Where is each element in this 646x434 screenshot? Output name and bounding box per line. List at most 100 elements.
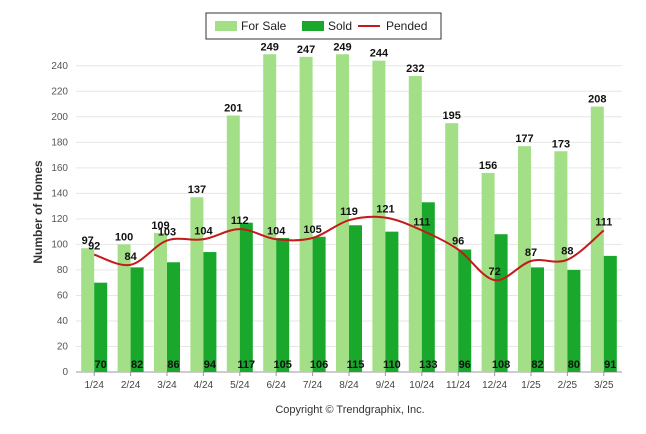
x-tick-label: 7/24 — [303, 380, 323, 391]
y-tick-label: 220 — [51, 86, 68, 97]
pended-line — [93, 215, 605, 282]
data-label-sold: 82 — [131, 359, 143, 371]
data-label-for-sale: 232 — [406, 63, 424, 75]
y-axis: 0 20 40 60 80 100 120 140 160 180 200 220 240 — [51, 61, 68, 378]
bar-for-sale — [299, 56, 313, 372]
x-tick-label: 6/24 — [266, 380, 286, 391]
data-label-sold: 70 — [95, 359, 107, 371]
data-label-pended: 111 — [595, 216, 612, 228]
y-tick-label: 200 — [51, 112, 68, 123]
data-label-for-sale: 208 — [588, 94, 606, 106]
bar-sold — [239, 222, 253, 372]
bar-sold — [458, 249, 472, 372]
bar-for-sale — [226, 115, 240, 373]
bar-for-sale — [481, 172, 495, 372]
data-label-pended: 88 — [561, 246, 573, 258]
bar-for-sale — [154, 232, 167, 372]
y-tick-label: 20 — [57, 341, 69, 352]
data-label-sold: 115 — [347, 359, 365, 371]
bar-sold — [421, 202, 435, 372]
data-label-pended: 72 — [488, 266, 500, 278]
y-tick-label: 180 — [51, 137, 68, 148]
legend-swatch-sold — [302, 21, 324, 31]
bar-sold — [130, 267, 144, 372]
y-tick-label: 80 — [57, 265, 69, 276]
legend-label-pended: Pended — [386, 19, 427, 33]
data-label-sold: 82 — [531, 359, 543, 371]
x-tick-label: 10/24 — [409, 380, 434, 391]
bar-for-sale — [518, 146, 531, 372]
data-label-for-sale: 100 — [115, 231, 133, 243]
data-label-pended: 104 — [194, 225, 213, 237]
bar-for-sale — [336, 54, 349, 372]
legend: For Sale Sold Pended — [205, 12, 442, 40]
x-tick-label: 1/25 — [521, 380, 541, 391]
data-label-for-sale: 244 — [370, 48, 389, 60]
data-label-sold: 96 — [459, 359, 471, 371]
data-label-pended: 96 — [452, 236, 464, 248]
bar-for-sale — [81, 248, 95, 372]
line-pended — [93, 215, 605, 282]
bar-sold — [276, 238, 290, 372]
x-tick-label: 8/24 — [339, 380, 359, 391]
x-tick-label: 3/25 — [594, 380, 614, 391]
legend-swatch-for-sale — [215, 21, 237, 31]
data-label-sold: 117 — [237, 359, 255, 371]
data-label-for-sale: 249 — [261, 41, 279, 53]
bar-sold — [167, 262, 180, 372]
bar-sold — [494, 234, 508, 372]
bar-for-sale — [190, 197, 204, 372]
data-label-pended: 92 — [88, 241, 100, 253]
data-label-for-sale: 156 — [479, 160, 497, 172]
bar-for-sale — [117, 244, 131, 372]
data-label-for-sale: 177 — [515, 133, 533, 145]
copyright: Copyright © Trendgraphix, Inc. — [275, 404, 424, 416]
x-tick-label: 11/24 — [446, 380, 471, 391]
bar-for-sale — [408, 75, 422, 372]
x-tick-label: 12/24 — [482, 380, 507, 391]
legend-label-sold: Sold — [328, 19, 352, 33]
bar-sold — [349, 225, 362, 372]
data-label-pended: 104 — [267, 225, 286, 237]
data-label-for-sale: 97 — [82, 235, 94, 247]
y-tick-label: 60 — [57, 290, 69, 301]
bar-for-sale — [590, 106, 604, 372]
data-label-for-sale: 137 — [188, 184, 206, 196]
data-label-sold: 110 — [383, 359, 401, 371]
x-tick-label: 2/24 — [121, 380, 141, 391]
data-label-pended: 87 — [525, 247, 537, 259]
data-label-sold: 80 — [568, 359, 580, 371]
data-label-for-sale: 195 — [443, 110, 461, 122]
bar-sold — [312, 236, 326, 372]
data-label-sold: 106 — [310, 359, 328, 371]
data-label-sold: 133 — [419, 359, 437, 371]
data-label-pended: 112 — [231, 215, 249, 227]
bar-for-sale — [445, 123, 459, 373]
data-label-pended: 103 — [158, 227, 176, 239]
x-tick-label: 1/24 — [84, 380, 104, 391]
data-label-sold: 108 — [492, 359, 510, 371]
data-label-pended: 105 — [303, 224, 321, 236]
bar-sold — [603, 255, 617, 372]
data-label-pended: 84 — [124, 251, 137, 263]
y-tick-label: 0 — [62, 367, 68, 378]
data-label-for-sale: 109 — [151, 220, 169, 232]
data-labels: 97 70 100 82 109 86 137 94 201 117 249 105 247 106 249… — [82, 41, 617, 371]
x-tick-label: 5/24 — [230, 380, 250, 391]
y-tick-label: 140 — [51, 188, 68, 199]
data-label-for-sale: 247 — [297, 44, 315, 56]
y-tick-label: 240 — [51, 61, 68, 72]
bar-for-sale — [263, 54, 277, 372]
data-label-pended: 119 — [340, 206, 358, 218]
data-label-for-sale: 173 — [552, 138, 570, 150]
bar-sold — [94, 282, 108, 372]
x-tick-label: 2/25 — [558, 380, 578, 391]
bar-sold — [567, 269, 581, 372]
bar-sold — [385, 231, 399, 372]
y-tick-label: 100 — [51, 239, 68, 250]
data-label-sold: 91 — [604, 359, 616, 371]
bar-sold — [531, 267, 544, 372]
x-tick-label: 4/24 — [194, 380, 214, 391]
legend-box — [205, 12, 442, 40]
